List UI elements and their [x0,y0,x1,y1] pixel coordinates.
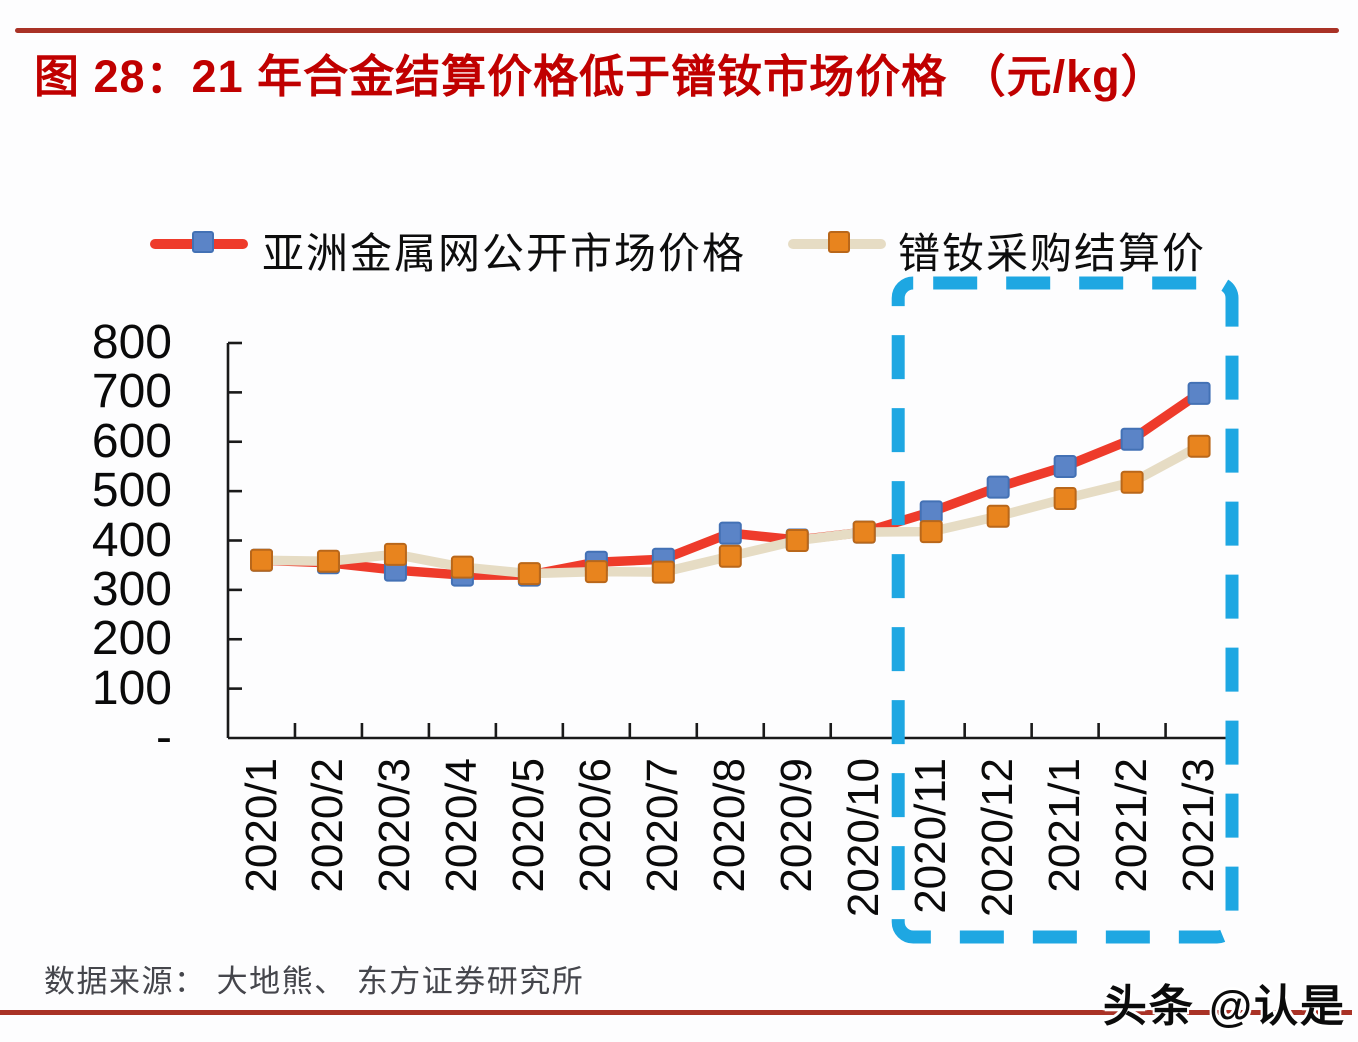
x-axis-label: 2020/1 [236,758,286,893]
series-1-marker [584,560,608,584]
series-1-marker [1053,487,1077,511]
legend-label: 亚洲金属网公开市场价格 [262,230,747,277]
x-axis-label: 2020/12 [973,758,1023,918]
series-1-marker [383,542,407,566]
y-axis-label: 300 [91,562,172,616]
x-axis-label: 2020/6 [571,758,621,893]
series-0-marker [1187,381,1211,405]
series-1-marker [250,548,273,572]
bottom-rule [0,1010,1352,1015]
x-axis-label: 2020/7 [638,758,688,893]
top-rule [15,28,1339,33]
series-0-marker [1120,427,1144,451]
y-axis-label: 100 [91,661,172,715]
x-axis-label: 2021/1 [1040,758,1090,893]
series-1-marker [852,520,876,544]
x-axis-label: 2020/5 [504,758,554,893]
series-1-marker [718,544,742,568]
watermark-text: 头条 @认是 [1102,982,1346,1031]
x-axis-label: 2020/3 [370,758,420,893]
x-axis-label: 2021/2 [1107,758,1157,893]
x-axis-label: 2021/3 [1174,758,1224,893]
series-1-marker [517,562,541,586]
figure-title: 图 28：21 年合金结算价格低于镨钕市场价格 （元/kg） [34,51,1167,102]
y-axis-label: 200 [91,612,172,666]
series-1-marker [986,504,1010,528]
series-1-marker [651,560,675,584]
series-0-marker [718,521,742,545]
y-axis-label: 800 [91,316,172,369]
x-axis-label: 2020/9 [772,758,822,893]
series-1-marker [450,555,474,579]
y-axis-label: 500 [91,464,172,518]
series-0-marker [919,500,943,524]
x-axis-label: 2020/4 [437,758,487,893]
series-1-marker [1120,470,1144,494]
y-axis-label-zero: - [156,711,172,764]
series-1-marker [919,520,943,544]
y-axis-label: 700 [91,365,172,419]
series-1-marker [785,529,809,552]
highlight-box [891,276,1239,944]
series-0-marker [1053,454,1077,478]
data-source-note: 数据来源： 大地熊、 东方证券研究所 [44,964,585,999]
x-axis-label: 2020/8 [705,758,755,893]
x-axis-label: 2020/11 [906,758,956,914]
legend-marker-swatch-blue-square [192,231,214,253]
legend-label: 镨钕采购结算价 [898,230,1207,277]
series-0-marker [986,475,1010,499]
y-axis-label: 400 [91,513,172,567]
y-axis-label: 600 [91,414,172,468]
x-axis-label: 2020/2 [303,758,353,893]
series-1-marker [316,549,340,573]
chart-legend: 亚洲金属网公开市场价格 镨钕采购结算价 [0,218,1358,277]
x-axis-label: 2020/10 [839,758,889,918]
legend-marker-swatch-orange-square [828,231,850,253]
series-1-marker [1187,434,1211,458]
